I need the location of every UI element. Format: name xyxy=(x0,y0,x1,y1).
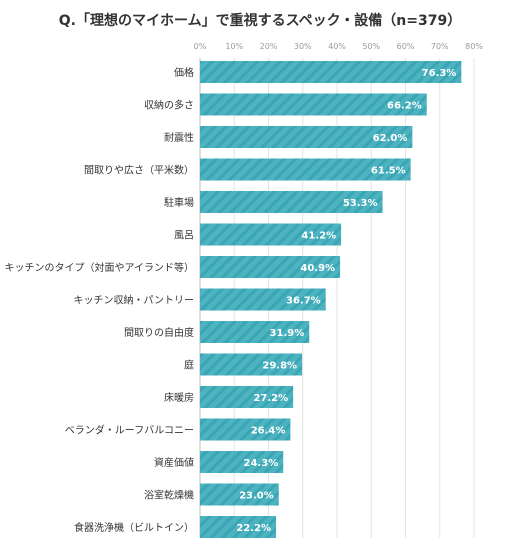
category-label: 価格 xyxy=(174,66,194,79)
x-tick-label: 50% xyxy=(362,42,380,51)
bar xyxy=(200,93,427,116)
x-tick-labels: 0% 10% 20% 30% 40% 50% 60% 70% 80% xyxy=(194,42,484,51)
value-label: 40.9% xyxy=(300,263,335,274)
category-label: 耐震性 xyxy=(164,131,194,144)
value-label: 26.4% xyxy=(251,426,286,437)
category-label: 庭 xyxy=(184,359,194,372)
value-label: 76.3% xyxy=(422,68,457,79)
category-label: 資産価値 xyxy=(154,456,194,469)
value-label: 62.0% xyxy=(373,133,408,144)
x-tick-label: 30% xyxy=(294,42,312,51)
value-label: 23.0% xyxy=(239,491,274,502)
x-tick-label: 20% xyxy=(260,42,278,51)
value-label: 41.2% xyxy=(301,231,336,242)
bar xyxy=(200,353,303,376)
value-label: 24.3% xyxy=(244,458,279,469)
x-tick-label: 40% xyxy=(328,42,346,51)
bar xyxy=(200,386,294,408)
value-label: 36.7% xyxy=(286,296,321,307)
x-tick-label: 0% xyxy=(194,42,207,51)
bar xyxy=(200,288,326,311)
value-label: 31.9% xyxy=(270,328,305,339)
x-tick-label: 60% xyxy=(397,42,415,51)
x-tick-label: 70% xyxy=(431,42,449,51)
bar xyxy=(200,126,413,148)
bar xyxy=(200,516,277,538)
category-label: キッチン収納・パントリー xyxy=(74,294,195,307)
bar xyxy=(200,191,383,213)
value-label: 29.8% xyxy=(262,361,297,372)
category-label: ベランダ・ルーフバルコニー xyxy=(65,424,194,437)
category-label: 収納の多さ xyxy=(144,99,194,112)
bar xyxy=(200,223,342,246)
bar xyxy=(200,451,284,473)
bar xyxy=(200,321,310,343)
category-label: 駐車場 xyxy=(164,196,194,209)
x-tick-label: 10% xyxy=(225,42,243,51)
value-label: 27.2% xyxy=(253,393,288,404)
category-label: 浴室乾燥機 xyxy=(144,489,194,502)
value-label: 61.5% xyxy=(371,166,406,177)
x-tick-label: 80% xyxy=(465,42,483,51)
bar xyxy=(200,256,341,278)
bars xyxy=(200,61,462,538)
value-label: 53.3% xyxy=(343,198,378,209)
value-label: 22.2% xyxy=(236,523,271,534)
bar xyxy=(200,158,411,181)
chart-title: Q.「理想のマイホーム」で重視するスペック・設備（n=379） xyxy=(58,13,462,29)
category-label: 床暖房 xyxy=(164,391,194,404)
bar xyxy=(200,483,279,506)
value-label: 66.2% xyxy=(387,101,422,112)
bar xyxy=(200,61,462,83)
category-label: 間取りや広さ（平米数） xyxy=(84,164,194,177)
category-label: 風呂 xyxy=(174,230,194,242)
value-labels: 76.3% 66.2% 62.0% 61.5% 53.3% 41.2% 40.9% 36.7%… xyxy=(236,68,456,534)
category-label: キッチンのタイプ（対面やアイランド等） xyxy=(5,261,195,274)
category-label: 間取りの自由度 xyxy=(124,326,194,339)
bar xyxy=(200,418,291,441)
category-label: 食器洗浄機（ビルトイン） xyxy=(74,521,194,534)
